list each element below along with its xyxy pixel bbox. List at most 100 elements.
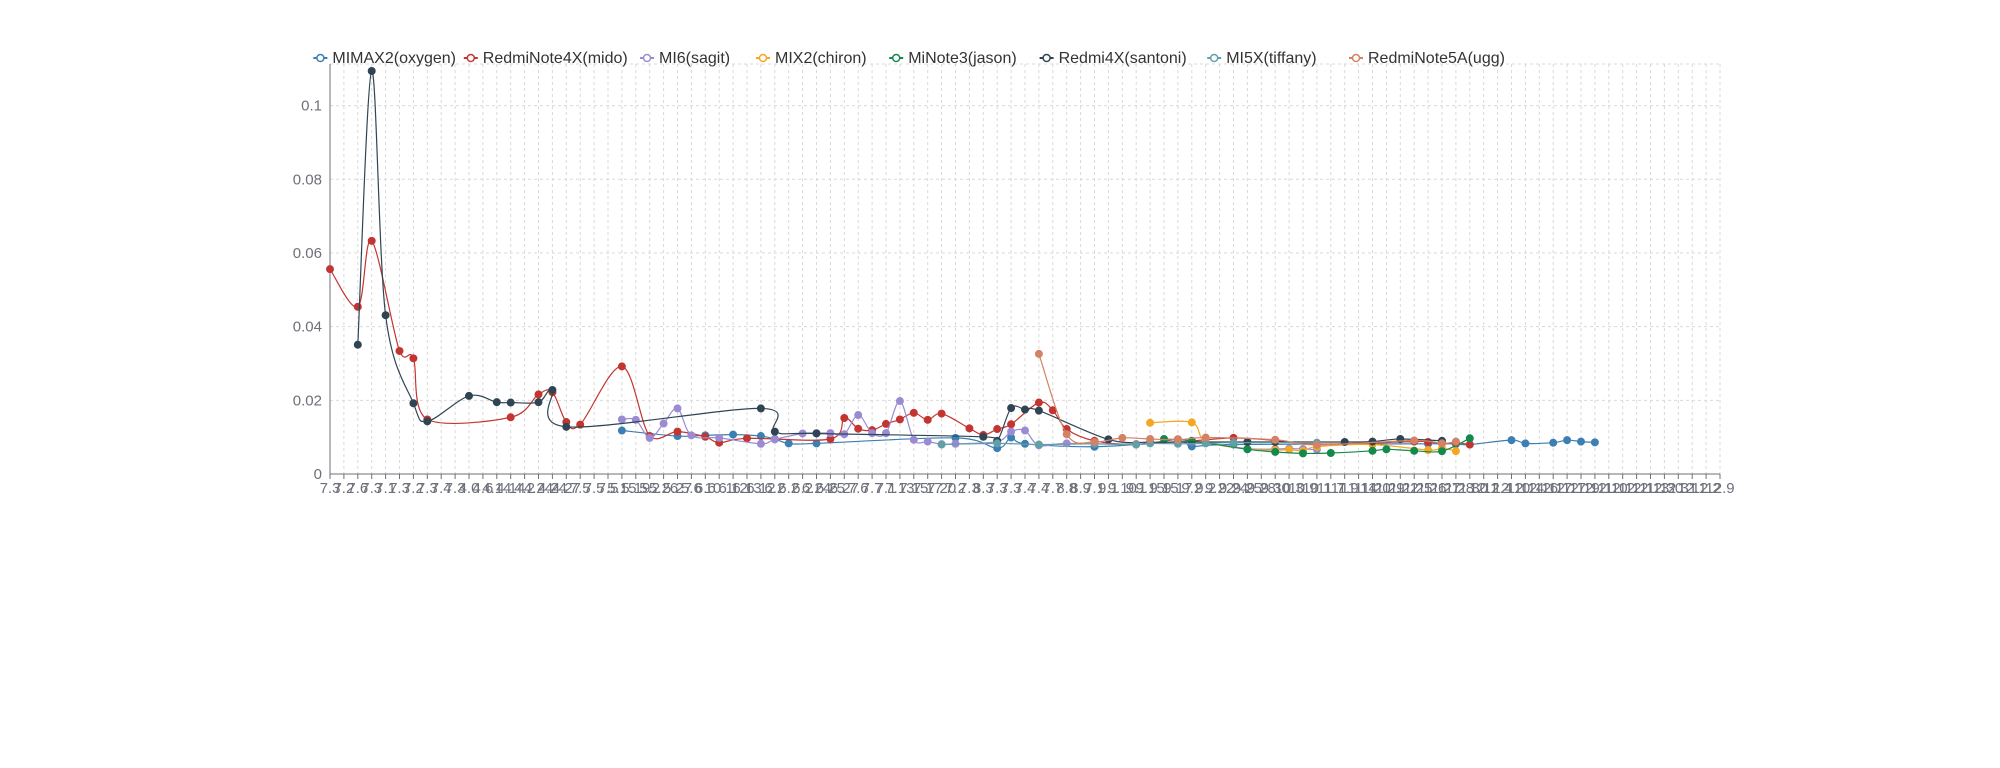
data-point[interactable]	[562, 422, 571, 431]
data-point[interactable]	[1187, 436, 1196, 445]
data-point[interactable]	[756, 404, 765, 413]
data-point[interactable]	[1243, 437, 1252, 446]
data-point[interactable]	[617, 362, 626, 371]
data-point[interactable]	[715, 433, 724, 442]
data-point[interactable]	[895, 397, 904, 406]
data-point[interactable]	[548, 386, 557, 395]
data-point[interactable]	[353, 340, 362, 349]
data-point[interactable]	[617, 426, 626, 435]
data-point[interactable]	[965, 424, 974, 433]
data-point[interactable]	[756, 432, 765, 441]
data-point[interactable]	[659, 419, 668, 428]
data-point[interactable]	[1007, 427, 1016, 436]
data-point[interactable]	[1062, 439, 1071, 448]
data-point[interactable]	[1465, 434, 1474, 443]
data-point[interactable]	[882, 429, 890, 438]
data-point[interactable]	[1243, 445, 1252, 454]
legend-item[interactable]: MI6(sagit)	[640, 50, 730, 67]
data-point[interactable]	[937, 409, 946, 418]
data-point[interactable]	[1549, 438, 1558, 447]
data-point[interactable]	[1326, 449, 1335, 458]
data-point[interactable]	[506, 413, 515, 422]
data-point[interactable]	[854, 424, 863, 433]
data-point[interactable]	[1451, 447, 1460, 456]
legend-item[interactable]: MIMAX2(oxygen)	[313, 50, 456, 67]
data-point[interactable]	[1034, 349, 1043, 358]
data-point[interactable]	[1438, 439, 1446, 448]
data-point[interactable]	[1229, 438, 1238, 447]
data-point[interactable]	[1438, 447, 1446, 456]
data-point[interactable]	[381, 311, 390, 320]
legend-item[interactable]: RedmiNote5A(ugg)	[1349, 50, 1505, 67]
data-point[interactable]	[617, 415, 626, 424]
data-point[interactable]	[353, 302, 362, 311]
data-point[interactable]	[993, 439, 1002, 448]
data-point[interactable]	[1062, 430, 1071, 439]
data-point[interactable]	[1201, 433, 1210, 442]
data-point[interactable]	[1034, 440, 1043, 449]
data-point[interactable]	[1090, 437, 1099, 446]
data-point[interactable]	[492, 398, 501, 407]
data-point[interactable]	[409, 399, 418, 408]
data-point[interactable]	[979, 432, 988, 441]
data-point[interactable]	[1187, 418, 1196, 427]
data-point[interactable]	[534, 390, 543, 399]
data-point[interactable]	[1034, 406, 1043, 415]
data-point[interactable]	[687, 431, 696, 440]
data-point[interactable]	[1021, 426, 1029, 435]
data-point[interactable]	[1007, 420, 1016, 429]
data-point[interactable]	[1410, 436, 1419, 445]
data-point[interactable]	[1507, 436, 1516, 445]
data-point[interactable]	[1368, 446, 1377, 455]
data-point[interactable]	[1312, 440, 1321, 449]
data-point[interactable]	[895, 415, 904, 424]
data-point[interactable]	[423, 417, 432, 426]
data-point[interactable]	[909, 408, 918, 417]
data-point[interactable]	[1146, 435, 1155, 444]
data-point[interactable]	[812, 429, 821, 438]
data-point[interactable]	[534, 398, 543, 407]
data-point[interactable]	[937, 440, 946, 449]
data-point[interactable]	[923, 437, 932, 446]
data-point[interactable]	[1034, 398, 1043, 407]
data-point[interactable]	[1451, 437, 1460, 446]
data-point[interactable]	[1271, 435, 1280, 444]
legend-item[interactable]: RedmiNote4X(mido)	[463, 50, 628, 67]
data-point[interactable]	[1590, 438, 1599, 447]
data-point[interactable]	[909, 435, 918, 444]
data-point[interactable]	[673, 404, 682, 413]
data-point[interactable]	[1173, 435, 1182, 444]
data-point[interactable]	[506, 398, 515, 407]
data-point[interactable]	[826, 429, 835, 438]
data-point[interactable]	[743, 434, 751, 443]
data-point[interactable]	[673, 427, 682, 436]
data-point[interactable]	[367, 66, 376, 75]
data-point[interactable]	[1299, 449, 1307, 458]
data-point[interactable]	[326, 265, 334, 274]
data-point[interactable]	[701, 432, 710, 441]
legend-item[interactable]: MIX2(chiron)	[756, 50, 867, 67]
data-point[interactable]	[729, 430, 738, 439]
legend-item[interactable]: MI5X(tiffany)	[1207, 50, 1317, 67]
data-point[interactable]	[409, 354, 418, 363]
legend-item[interactable]: MiNote3(jason)	[889, 50, 1017, 67]
data-point[interactable]	[923, 415, 932, 424]
data-point[interactable]	[756, 439, 765, 448]
data-point[interactable]	[882, 419, 890, 428]
data-point[interactable]	[465, 391, 473, 400]
data-point[interactable]	[1410, 446, 1419, 455]
data-point[interactable]	[770, 435, 779, 444]
data-point[interactable]	[840, 414, 849, 423]
data-point[interactable]	[854, 411, 863, 420]
data-point[interactable]	[1368, 437, 1377, 446]
data-point[interactable]	[395, 346, 404, 355]
data-point[interactable]	[868, 429, 877, 438]
data-point[interactable]	[770, 427, 779, 436]
data-point[interactable]	[367, 236, 376, 245]
data-point[interactable]	[1118, 433, 1127, 442]
data-point[interactable]	[1521, 439, 1530, 448]
data-point[interactable]	[784, 439, 793, 448]
data-point[interactable]	[1146, 418, 1155, 427]
data-point[interactable]	[1021, 405, 1029, 414]
data-point[interactable]	[993, 425, 1002, 434]
